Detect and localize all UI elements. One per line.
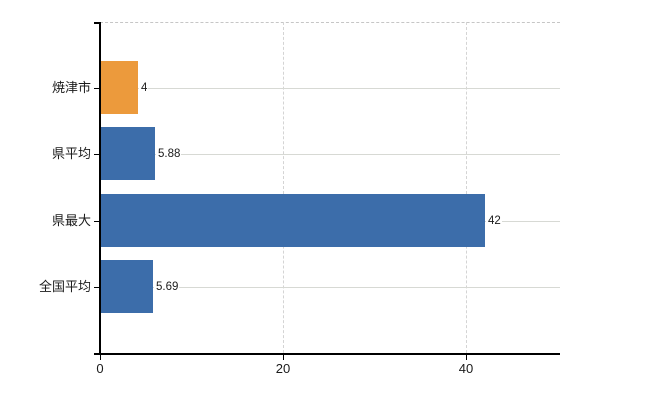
bar-value-label: 5.69 <box>154 280 180 294</box>
x-tick <box>466 355 467 360</box>
category-label-県最大: 県最大 <box>51 213 91 228</box>
y-tick <box>94 221 99 222</box>
x-tick <box>283 355 284 360</box>
y-axis-end-tick <box>94 22 100 24</box>
category-label-焼津市: 焼津市 <box>51 80 91 95</box>
bar-value-label: 4 <box>139 81 149 95</box>
y-tick <box>94 287 99 288</box>
bar-全国平均 <box>101 260 153 313</box>
category-gridline <box>100 287 560 288</box>
x-tick-label: 20 <box>275 361 291 376</box>
x-tick-label: 40 <box>458 361 474 376</box>
category-label-全国平均: 全国平均 <box>38 279 91 294</box>
category-gridline <box>100 88 560 89</box>
plot-area <box>100 22 560 354</box>
bar-県最大 <box>101 194 485 247</box>
x-gridline <box>465 22 467 353</box>
y-tick <box>94 154 99 155</box>
bar-value-label: 5.88 <box>156 147 182 161</box>
y-tick <box>94 88 99 89</box>
x-axis-line <box>94 353 560 355</box>
category-gridline <box>100 154 560 155</box>
category-label-県平均: 県平均 <box>51 146 91 161</box>
x-tick-label: 0 <box>96 361 104 376</box>
x-gridline <box>282 22 284 353</box>
y-axis-line <box>99 22 101 354</box>
bar-焼津市 <box>101 61 138 114</box>
bar-value-label: 42 <box>486 214 502 228</box>
x-tick <box>100 355 101 360</box>
bar-県平均 <box>101 127 155 180</box>
